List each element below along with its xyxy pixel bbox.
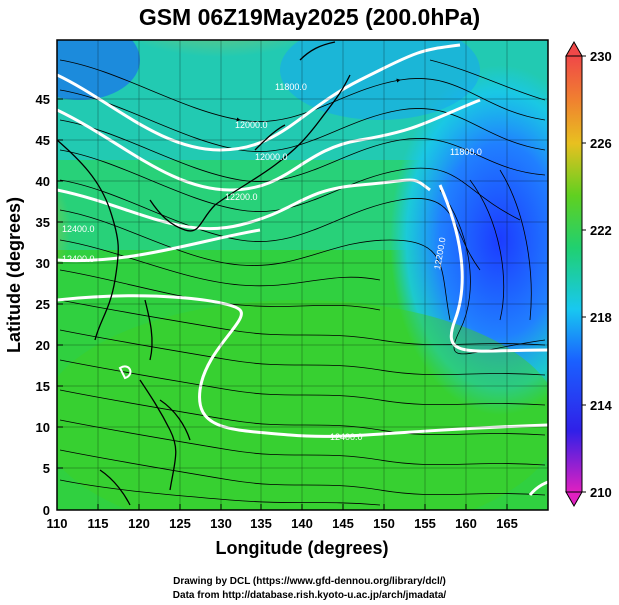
colorbar-label: 222: [590, 223, 612, 238]
x-tick-label: 160: [455, 516, 477, 531]
y-tick-label: 35: [36, 215, 50, 230]
y-tick-label: 0: [43, 503, 50, 518]
y-tick-label: 25: [36, 297, 50, 312]
axis-ticks: [56, 98, 508, 511]
y-tick-label: 20: [36, 338, 50, 353]
colorbar-label: 226: [590, 136, 612, 151]
colorbar-bottom-arrow: [565, 491, 583, 508]
y-tick-label: 15: [36, 379, 50, 394]
grid-lines: [57, 40, 548, 510]
y-axis-title: Latitude (degrees): [4, 197, 24, 353]
x-tick-label: 155: [414, 516, 436, 531]
x-tick-label: 135: [250, 516, 272, 531]
streamlines: [59, 59, 546, 506]
contour-label: 11800.0: [450, 147, 482, 157]
y-tick-label: 5: [43, 461, 50, 476]
y-tick-label: 45: [36, 133, 50, 148]
y-tick-labels: 0 5 10 15 20 25 30 35 40 45: [36, 133, 50, 518]
colorbar-top-arrow: [565, 40, 583, 57]
x-tick-label: 165: [496, 516, 518, 531]
x-axis-title: Longitude (degrees): [215, 538, 388, 558]
contour-label: 12200.0: [225, 192, 258, 202]
x-tick-label: 150: [373, 516, 395, 531]
y-tick-label: 10: [36, 420, 50, 435]
contour-label: 12000.0: [255, 152, 288, 162]
y-tick-label: 30: [36, 256, 50, 271]
contour-label: 12000.0: [235, 120, 268, 130]
colorbar-label: 230: [590, 49, 612, 64]
x-tick-label: 145: [332, 516, 354, 531]
x-tick-label: 120: [128, 516, 150, 531]
contour-label: 12400.0: [62, 224, 95, 234]
x-tick-label: 130: [210, 516, 232, 531]
geopotential-contours: [57, 43, 548, 496]
colorbar-gradient: [565, 55, 583, 493]
credit-data-source: Data from http://database.rish.kyoto-u.a…: [172, 590, 447, 601]
contour-label: 12400.0: [330, 432, 363, 442]
x-tick-labels: 110 115 120 125 130 135 140 145 150 155 …: [47, 516, 518, 531]
chart-title: GSM 06Z19May2025 (200.0hPa): [138, 4, 481, 30]
contour-label: 12400.0: [62, 254, 95, 264]
colorbar-label: 214: [590, 398, 612, 413]
x-tick-label: 125: [169, 516, 191, 531]
colorbar-label: 210: [590, 485, 612, 500]
y-tick-label: 40: [36, 174, 50, 189]
colorbar-label: 218: [590, 310, 612, 325]
x-tick-label: 115: [88, 516, 109, 531]
credit-dcl: Drawing by DCL (https://www.gfd-dennou.o…: [173, 576, 446, 587]
x-tick-label: 110: [47, 516, 68, 531]
colorbar: 230 226 222 218 214 210: [565, 40, 612, 508]
temperature-field: [57, 40, 548, 510]
x-tick-label: 140: [291, 516, 313, 531]
contour-label: 11800.0: [275, 82, 307, 92]
y-tick-label-top: 45: [36, 92, 50, 107]
